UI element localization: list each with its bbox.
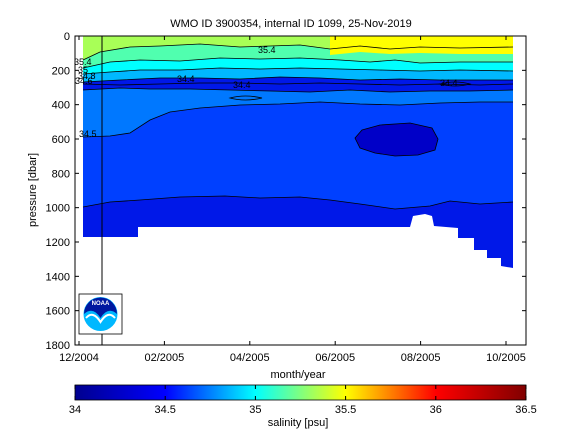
x-tick-label: 06/2005 [315, 352, 355, 364]
colorbar-tick-label: 35 [249, 404, 261, 416]
low-salinity-core [355, 123, 438, 156]
x-tick-label: 04/2005 [230, 352, 270, 364]
colorbar-tick-label: 34.5 [154, 404, 175, 416]
y-tick-label: 1000 [46, 203, 70, 215]
x-tick-label: 12/2004 [59, 352, 99, 364]
x-tick-label: 08/2005 [401, 352, 441, 364]
contour-label: 34.4 [440, 78, 458, 88]
y-axis-label: pressure [dbar] [27, 153, 39, 227]
y-tick-label: 600 [52, 134, 70, 146]
contour-thermocline-b [82, 87, 514, 93]
contour-label: 34.6 [75, 76, 93, 86]
contour-34.6 [82, 82, 514, 86]
colorbar-label: salinity [psu] [268, 417, 329, 429]
contour-label: 34.4 [233, 80, 251, 90]
contour-35.4 [82, 43, 514, 61]
colorbar-tick-label: 36.5 [515, 404, 536, 416]
noaa-logo: NOAA [78, 293, 123, 335]
plot-frame [74, 35, 527, 346]
contour-label: 34.8 [78, 71, 96, 81]
y-tick-label: 200 [52, 65, 70, 77]
y-tick-label: 1400 [46, 271, 70, 283]
thermocline-band [83, 77, 513, 92]
y-tick-label: 1200 [46, 237, 70, 249]
colorbar: 34 34.5 35 35.5 36 36.5 [69, 384, 537, 416]
contour-label: 35.4 [258, 45, 276, 55]
contour-35 [82, 57, 513, 69]
y-tick-label: 400 [52, 100, 70, 112]
y-tick-label: 1600 [46, 306, 70, 318]
contour-34.8 [82, 67, 514, 75]
contour-34.4-eddy-small [438, 81, 472, 87]
y-tick-label: 1800 [46, 340, 70, 352]
noaa-logo-text: NOAA [92, 301, 110, 307]
contour-thermocline-a [82, 76, 513, 83]
contour-34.5-upper [82, 101, 513, 138]
contour-label: 34.5 [79, 129, 97, 139]
colorbar-tick-label: 35.5 [335, 404, 356, 416]
x-axis-label: month/year [270, 369, 325, 381]
contour-label: 35.4 [74, 57, 92, 67]
colorbar-tick-label: 34 [69, 404, 81, 416]
contour-label: 35 [78, 65, 88, 75]
y-tick-label: 800 [52, 168, 70, 180]
surface-layer-fill [330, 36, 513, 55]
colorbar-gradient [74, 384, 527, 401]
y-axis: 0 200 400 600 800 1000 1200 1400 1600 1800 [46, 31, 526, 352]
x-tick-label: 02/2005 [145, 352, 185, 364]
contour-34.5-lower [82, 195, 514, 210]
plot-area: 35.4 35.4 35 34.8 34.6 34.4 34.4 34.4 34… [74, 35, 527, 346]
colorbar-tick-label: 36 [430, 404, 442, 416]
y-tick-label: 0 [64, 31, 70, 43]
contour-lines [82, 43, 514, 210]
x-tick-label: 10/2005 [486, 352, 526, 364]
contour-34.4-core [354, 122, 439, 157]
contour-label: 34.4 [177, 74, 195, 84]
chart-title: WMO ID 3900354, internal ID 1099, 25-Nov… [170, 18, 412, 30]
x-axis: 12/2004 02/2005 04/2005 06/2005 08/2005 10/20… [59, 36, 526, 364]
contour-34.4-eddy [228, 95, 263, 101]
